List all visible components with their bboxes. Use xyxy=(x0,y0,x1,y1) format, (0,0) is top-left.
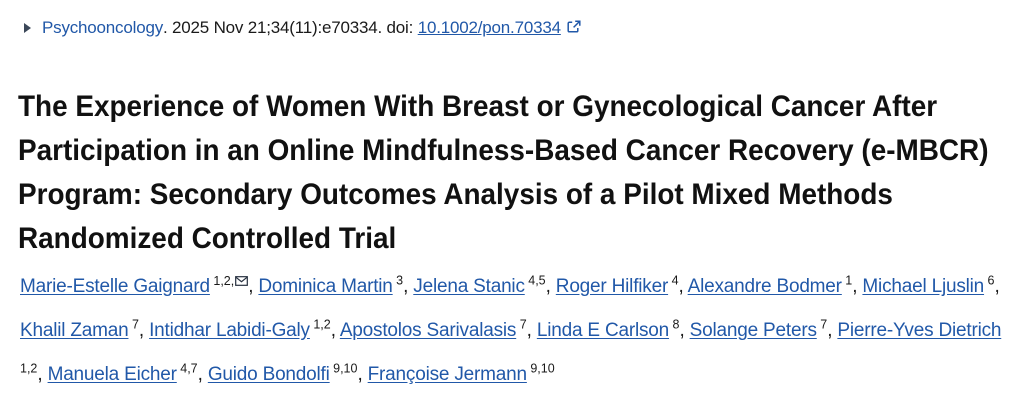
author-affiliations: 8 xyxy=(669,317,680,332)
article-title: The Experience of Women With Breast or G… xyxy=(18,90,989,255)
journal-citation-row: Psychooncology. 2025 Nov 21;34(11):e7033… xyxy=(24,16,1031,41)
author-affiliations: 9,10 xyxy=(329,361,358,376)
author-link[interactable]: Marie-Estelle Gaignard xyxy=(20,276,210,297)
author-link[interactable]: Linda E Carlson xyxy=(536,320,670,341)
author-affiliations: 7 xyxy=(516,317,527,332)
author-affiliations: 3 xyxy=(392,273,404,288)
author-link[interactable]: Solange Peters xyxy=(689,320,817,341)
author-link[interactable]: Alexandre Bodmer xyxy=(687,276,842,297)
corresponding-author-envelope-icon xyxy=(235,275,249,286)
author-link[interactable]: Roger Hilfiker xyxy=(555,276,669,297)
author-affiliations: 4 xyxy=(668,273,679,288)
author-link[interactable]: Jelena Stanic xyxy=(413,276,525,297)
author-list: Marie-Estelle Gaignard 1,2,, Dominica Ma… xyxy=(20,273,1002,385)
author-link[interactable]: Khalil Zaman xyxy=(20,320,129,341)
author-affiliations: 9,10 xyxy=(526,361,555,376)
author-link[interactable]: Pierre-Yves Dietrich xyxy=(837,320,1002,341)
author-affiliations: 4,5 xyxy=(524,273,546,288)
author-affiliations: 7 xyxy=(128,317,139,332)
author-link[interactable]: Françoise Jermann xyxy=(367,364,527,385)
external-link-icon xyxy=(567,17,581,41)
author-affiliations: 4,7 xyxy=(176,361,198,376)
author-affiliations: 1,2, xyxy=(210,274,249,288)
author-affiliations: 1 xyxy=(841,273,853,288)
author-affiliations: 1,2 xyxy=(309,317,331,332)
author-link[interactable]: Guido Bondolfi xyxy=(207,364,330,385)
author-link[interactable]: Dominica Martin xyxy=(258,276,393,297)
doi-link[interactable]: 10.1002/pon.70334 xyxy=(417,18,561,37)
journal-name-button[interactable]: Psychooncology xyxy=(42,16,163,40)
author-affiliations: 7 xyxy=(816,317,828,332)
author-affiliations: 1,2 xyxy=(20,361,38,376)
author-link[interactable]: Manuela Eicher xyxy=(47,364,177,385)
citation-details: . 2025 Nov 21;34(11):e70334. doi: xyxy=(163,18,414,37)
disclosure-triangle-icon[interactable] xyxy=(24,23,31,33)
author-link[interactable]: Apostolos Sarivalasis xyxy=(339,320,517,341)
author-affiliations: 6 xyxy=(984,273,995,288)
author-link[interactable]: Michael Ljuslin xyxy=(862,276,985,297)
author-link[interactable]: Intidhar Labidi-Galy xyxy=(149,320,310,341)
